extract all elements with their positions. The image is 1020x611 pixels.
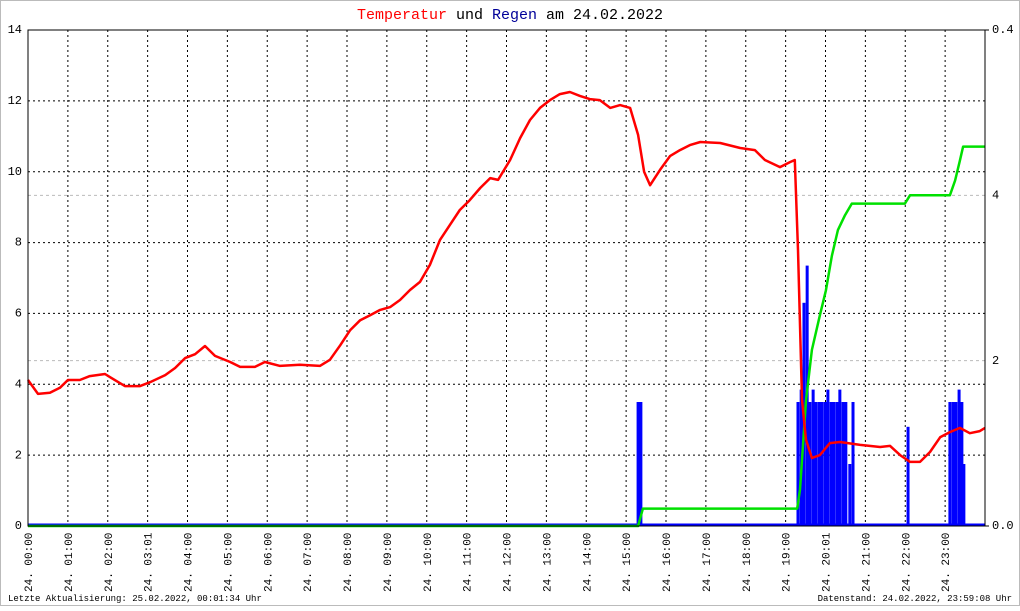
y3-tick-label: 0.0 bbox=[992, 519, 1014, 533]
x-tick-label: 24. 03:01 bbox=[144, 532, 156, 592]
title-join: und bbox=[456, 7, 483, 24]
x-tick-label: 24. 09:00 bbox=[383, 533, 395, 592]
y2-tick-label: 4 bbox=[992, 189, 999, 203]
rain-bar bbox=[808, 402, 812, 526]
plot-frame bbox=[27, 29, 986, 527]
rain-bar bbox=[835, 402, 839, 526]
rain-bar bbox=[844, 402, 848, 526]
y-tick-label: 8 bbox=[15, 236, 22, 250]
x-tick-label: 24. 14:00 bbox=[582, 533, 594, 592]
rain-bar bbox=[957, 389, 961, 526]
y-tick-label: 10 bbox=[8, 165, 22, 179]
rain-bar bbox=[814, 402, 818, 526]
x-tick-label: 24. 07:00 bbox=[303, 533, 315, 592]
rain-bar bbox=[832, 402, 836, 526]
rain-bar bbox=[954, 402, 958, 526]
x-tick-label: 24. 17:00 bbox=[702, 533, 714, 592]
x-tick-label: 24. 20:01 bbox=[822, 532, 834, 592]
y-tick-label: 6 bbox=[15, 307, 22, 321]
rain-bar bbox=[796, 402, 800, 526]
x-tick-label: 24. 08:00 bbox=[343, 533, 355, 592]
x-tick-label: 24. 02:00 bbox=[104, 533, 116, 592]
rain-bar bbox=[962, 464, 966, 526]
rain-bar bbox=[829, 402, 833, 526]
rain-bar bbox=[826, 389, 830, 526]
rain-bar bbox=[948, 402, 952, 526]
y-tick-label: 12 bbox=[8, 94, 22, 108]
x-tick-label: 24. 18:00 bbox=[742, 533, 754, 592]
x-tick-label: 24. 04:00 bbox=[184, 533, 196, 592]
rain-bar bbox=[960, 402, 964, 526]
x-tick-label: 24. 01:00 bbox=[64, 533, 76, 592]
rain-bar bbox=[841, 402, 845, 526]
y-tick-label: 0 bbox=[15, 519, 22, 533]
rain-bar bbox=[851, 402, 855, 526]
rain-bar bbox=[820, 402, 824, 526]
title-date: am 24.02.2022 bbox=[546, 7, 663, 24]
line-series bbox=[26, 90, 986, 464]
x-tick-label: 24. 16:00 bbox=[662, 533, 674, 592]
y-tick-label: 14 bbox=[8, 23, 22, 37]
line-series bbox=[28, 145, 985, 528]
x-tick-label: 24. 05:00 bbox=[223, 533, 235, 592]
y-tick-label: 2 bbox=[15, 448, 22, 462]
x-tick-label: 24. 22:00 bbox=[901, 533, 913, 592]
rain-bar bbox=[823, 402, 827, 526]
footer-left: Letzte Aktualisierung: 25.02.2022, 00:01… bbox=[8, 594, 262, 604]
x-tick-label: 24. 21:00 bbox=[861, 533, 873, 592]
x-tick-label: 24. 06:00 bbox=[263, 533, 275, 592]
rain-bar bbox=[838, 389, 842, 526]
y2-tick-label: 2 bbox=[992, 354, 999, 368]
x-tick-label: 24. 15:00 bbox=[622, 533, 634, 592]
footer-right: Datenstand: 24.02.2022, 23:59:08 Uhr bbox=[818, 594, 1012, 604]
x-tick-label: 24. 13:00 bbox=[542, 533, 554, 592]
x-tick-label: 24. 12:00 bbox=[503, 533, 515, 592]
chart-title: Temperatur und Regen am 24.02.2022 bbox=[357, 7, 663, 24]
x-tick-label: 24. 10:00 bbox=[423, 533, 435, 592]
x-tick-label: 24. 19:00 bbox=[782, 533, 794, 592]
rain-bar bbox=[951, 402, 955, 526]
x-tick-label: 24. 23:00 bbox=[941, 533, 953, 592]
rain-bar bbox=[906, 426, 910, 526]
rain-bar bbox=[848, 464, 852, 526]
y3-tick-label: 0.4 bbox=[992, 23, 1014, 37]
title-rain: Regen bbox=[492, 7, 537, 24]
rain-bar bbox=[636, 402, 640, 526]
x-tick-label: 24. 00:00 bbox=[24, 533, 36, 592]
rain-bar bbox=[639, 402, 643, 526]
title-temp: Temperatur bbox=[357, 7, 447, 24]
rain-bar bbox=[817, 402, 821, 526]
y-tick-label: 4 bbox=[15, 377, 22, 391]
x-tick-label: 24. 11:00 bbox=[463, 533, 475, 592]
